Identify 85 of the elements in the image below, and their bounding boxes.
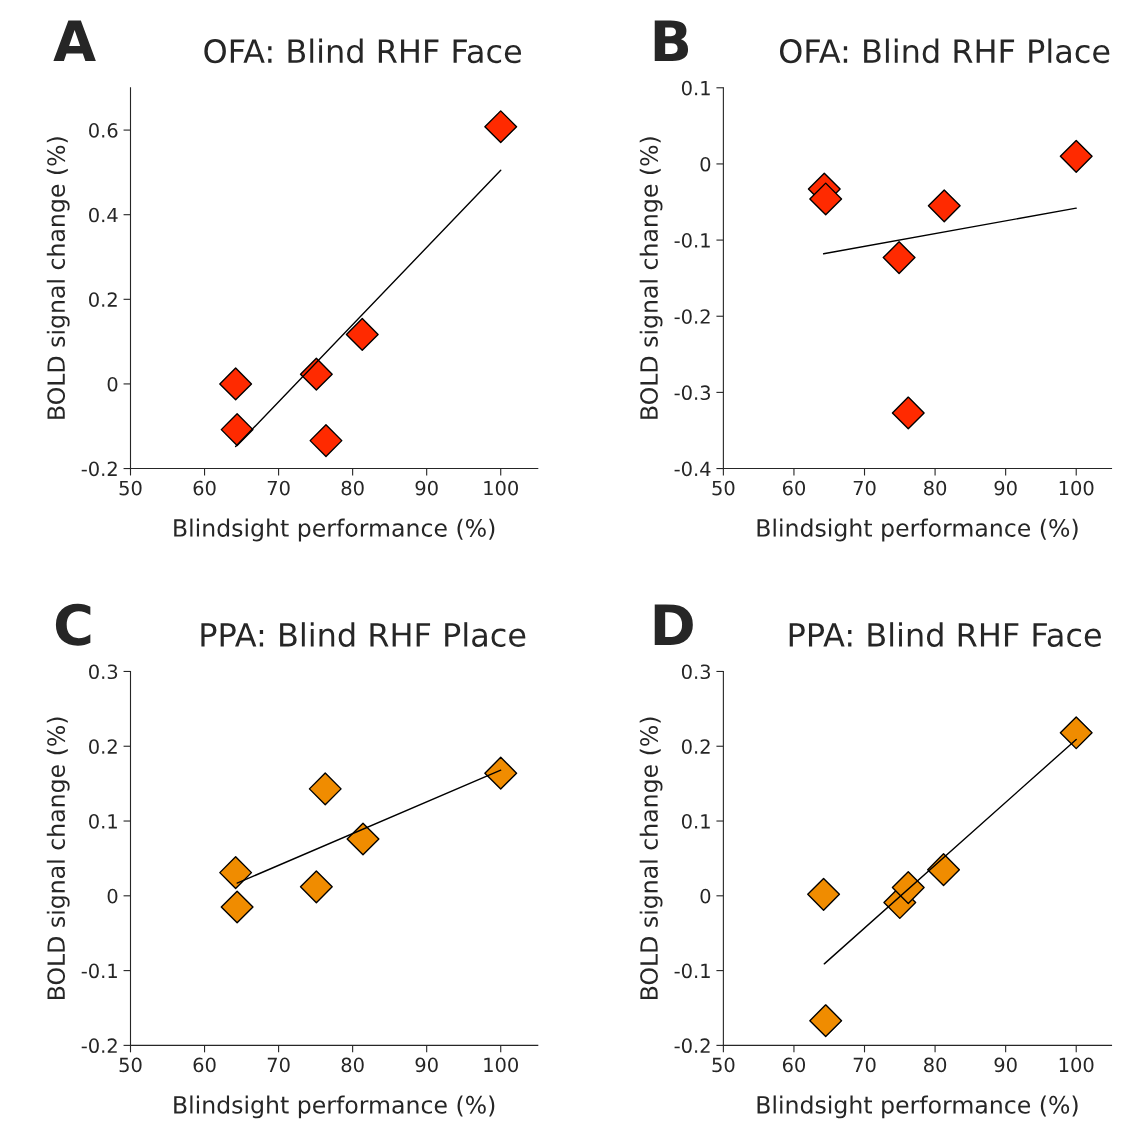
x-tick-label: 90 — [415, 480, 438, 496]
y-tick-label: 0.1 — [681, 813, 710, 829]
x-axis-title: Blindsight performance (%) — [174, 518, 495, 542]
y-axis-title: BOLD signal change (%) — [639, 137, 663, 419]
text: A — [53, 20, 96, 61]
y-tick-label: 0.2 — [681, 739, 710, 754]
y-tick-label: 0 — [107, 376, 118, 392]
y-tick-label: 0 — [107, 888, 118, 904]
x-axis-title: Blindsight performance (%) — [174, 1095, 495, 1119]
point — [809, 182, 843, 216]
point — [308, 772, 342, 806]
x-tick-label: 50 — [119, 1057, 142, 1073]
x-tick-label: 90 — [994, 1057, 1017, 1073]
x-tick-label: 70 — [267, 1057, 290, 1073]
x-tick-label: 50 — [712, 1057, 735, 1073]
point — [299, 870, 333, 904]
y-axis-title: BOLD signal change (%) — [46, 137, 70, 419]
point — [345, 317, 379, 351]
x-tick-label: 100 — [484, 480, 518, 496]
y-tick-label: -0.2 — [674, 1038, 710, 1054]
y-tick-label: 0.1 — [89, 813, 117, 829]
y-tick-label: 0.2 — [89, 292, 117, 307]
point — [484, 110, 518, 144]
point — [927, 853, 961, 887]
point — [220, 890, 254, 924]
x-tick-label: 100 — [484, 1057, 518, 1073]
y-tick-label: -0.4 — [674, 461, 711, 477]
x-tick-label: 90 — [994, 480, 1017, 496]
y-tick-label: -0.1 — [674, 963, 710, 979]
x-tick-label: 60 — [193, 1057, 216, 1073]
point — [219, 856, 253, 890]
y-tick-label: 0.2 — [89, 739, 117, 754]
y-tick-label: 0 — [700, 156, 711, 172]
point — [219, 367, 253, 401]
point — [882, 241, 916, 275]
x-tick-label: 80 — [341, 480, 364, 496]
y-tick-label: 0 — [700, 888, 711, 904]
point — [299, 357, 333, 391]
x-tick-label: 70 — [267, 480, 290, 496]
y-tick-label: 0.6 — [89, 123, 118, 138]
point — [346, 822, 380, 856]
point — [484, 756, 518, 790]
x-tick-label: 60 — [782, 1057, 806, 1073]
y-tick-label: 0.3 — [89, 664, 118, 680]
y-tick-label: -0.1 — [674, 233, 710, 248]
point — [891, 396, 925, 430]
x-tick-label: 80 — [924, 480, 947, 496]
x-tick-label: 90 — [415, 1057, 438, 1073]
x-tick-label: 60 — [193, 480, 216, 496]
point — [807, 877, 841, 911]
point — [809, 1004, 843, 1038]
chart-title: PPA: Blind RHF Face — [789, 622, 1101, 647]
y-tick-label: 0.3 — [681, 664, 711, 680]
text: D — [654, 604, 693, 645]
x-tick-label: 80 — [341, 1057, 364, 1073]
x-tick-label: 100 — [1059, 480, 1094, 496]
point — [309, 424, 343, 458]
y-tick-label: 0.4 — [89, 207, 118, 223]
y-axis-title: BOLD signal change (%) — [46, 717, 70, 1000]
x-tick-label: 70 — [853, 480, 876, 496]
text: C — [55, 603, 91, 646]
text: B — [654, 20, 689, 61]
point — [1059, 139, 1093, 173]
x-tick-label: 60 — [782, 480, 806, 496]
x-tick-label: 50 — [119, 480, 142, 496]
point — [927, 189, 961, 223]
x-tick-label: 70 — [853, 1057, 876, 1073]
point — [220, 413, 254, 447]
x-axis-title: Blindsight performance (%) — [757, 1095, 1078, 1119]
y-tick-label: -0.2 — [81, 461, 117, 477]
chart-title: OFA: Blind RHF Face — [204, 38, 522, 64]
x-tick-label: 100 — [1059, 1057, 1094, 1073]
point — [891, 871, 925, 905]
x-tick-label: 50 — [712, 480, 735, 496]
y-tick-label: -0.1 — [81, 963, 117, 979]
y-tick-label: -0.3 — [674, 385, 711, 401]
y-axis-title: BOLD signal change (%) — [639, 717, 663, 1000]
point — [1059, 716, 1093, 750]
x-tick-label: 80 — [924, 1057, 947, 1073]
y-tick-label: 0.1 — [681, 80, 710, 96]
y-tick-label: -0.2 — [674, 309, 710, 324]
chart-title: PPA: Blind RHF Place — [201, 622, 526, 647]
chart-title: OFA: Blind RHF Place — [779, 38, 1110, 64]
x-axis-title: Blindsight performance (%) — [757, 518, 1078, 542]
y-tick-label: -0.2 — [81, 1038, 117, 1054]
